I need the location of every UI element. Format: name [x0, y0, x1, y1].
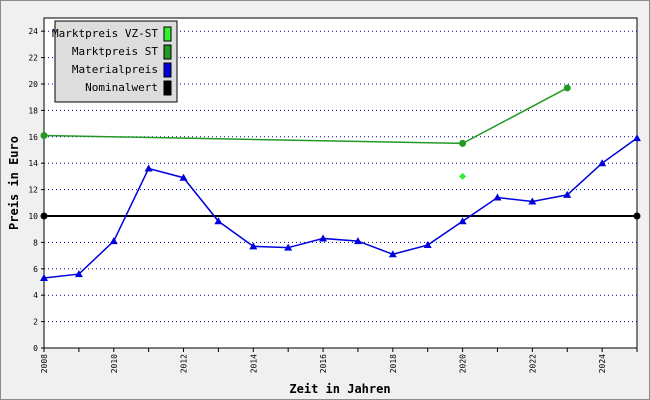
y-tick-label: 0	[33, 344, 38, 353]
series-nominalwert	[40, 212, 641, 220]
legend-label: Nominalwert	[85, 81, 158, 94]
x-axis-title: Zeit in Jahren	[289, 382, 390, 396]
series-layer	[40, 84, 641, 282]
legend-swatch	[163, 44, 172, 60]
y-tick-label: 16	[28, 133, 38, 142]
data-point-materialpreis	[249, 242, 258, 250]
data-point-materialpreis	[109, 237, 118, 245]
y-axis-title: Preis in Euro	[7, 136, 21, 230]
legend-swatch	[163, 26, 172, 42]
series-marktpreis-st	[40, 84, 571, 147]
y-tick-label: 20	[28, 80, 38, 89]
x-tick-label: 2024	[598, 354, 607, 373]
data-point-materialpreis	[563, 190, 572, 198]
y-tick-label: 14	[28, 159, 38, 168]
data-point-materialpreis	[598, 159, 607, 167]
legend-label: Marktpreis ST	[72, 45, 158, 58]
data-point-materialpreis	[40, 274, 48, 282]
x-tick-label: 2018	[389, 354, 398, 373]
data-point-materialpreis	[353, 237, 362, 245]
x-tick-label: 2010	[110, 354, 119, 373]
y-tick-label: 2	[33, 318, 38, 327]
y-tick-label: 4	[33, 291, 38, 300]
data-point-materialpreis	[633, 134, 641, 142]
x-tick-label: 2012	[180, 354, 189, 373]
x-tick-label: 2008	[40, 354, 49, 373]
x-tick-label: 2016	[319, 354, 328, 373]
y-tick-label: 10	[28, 212, 38, 221]
x-tick-label: 2014	[249, 354, 258, 373]
data-point-materialpreis	[179, 173, 188, 181]
series-line-materialpreis	[43, 137, 638, 279]
data-point-materialpreis	[214, 217, 223, 225]
data-point-nominalwert	[40, 212, 48, 220]
x-tick-label: 2020	[459, 354, 468, 373]
data-point-marktpreis-st	[459, 139, 467, 147]
legend-label: Marktpreis VZ-ST	[52, 27, 158, 40]
data-point-nominalwert	[633, 212, 641, 220]
data-point-materialpreis	[528, 197, 537, 205]
data-point-materialpreis	[458, 217, 467, 225]
y-tick-label: 8	[33, 238, 38, 247]
data-point-materialpreis	[493, 193, 502, 201]
legend-swatch	[163, 62, 172, 78]
legend-swatch	[163, 80, 172, 96]
y-tick-label: 22	[28, 54, 38, 63]
legend-label: Materialpreis	[72, 63, 158, 76]
series-materialpreis	[40, 134, 641, 282]
y-tick-label: 6	[33, 265, 38, 274]
x-axis-ticks: 2008 2010 2012 2014 2016 2018 2020 2022 2024	[40, 348, 638, 373]
y-tick-label: 12	[28, 186, 38, 195]
x-tick-label: 2022	[528, 354, 537, 373]
data-point-marktpreis-st	[563, 84, 571, 92]
legend-box	[54, 20, 178, 103]
data-point-marktpreis-vz-st	[459, 172, 467, 180]
data-point-materialpreis	[284, 243, 293, 251]
data-point-materialpreis	[74, 270, 83, 278]
y-tick-label: 18	[28, 106, 38, 115]
data-point-materialpreis	[423, 241, 432, 249]
data-point-materialpreis	[144, 164, 153, 172]
y-tick-label: 24	[28, 27, 38, 36]
data-point-marktpreis-st	[40, 131, 48, 139]
legend: Marktpreis VZ-ST Marktpreis ST Materialpre…	[52, 20, 178, 103]
data-point-materialpreis	[319, 234, 328, 242]
data-point-materialpreis	[388, 250, 397, 258]
series-marktpreis-vz-st	[459, 172, 467, 180]
